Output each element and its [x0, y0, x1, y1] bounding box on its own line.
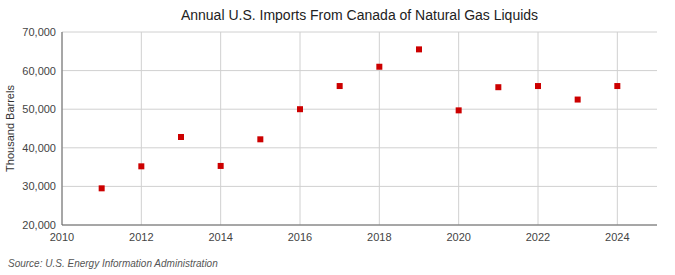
- grid-line-x: [220, 32, 221, 225]
- source-note: Source: U.S. Energy Information Administ…: [8, 258, 218, 269]
- point: [535, 83, 541, 89]
- point: [456, 107, 462, 113]
- x-tick-label: 2020: [446, 231, 470, 243]
- point: [297, 106, 303, 112]
- grid: [62, 32, 657, 225]
- grid-line-x: [141, 32, 142, 225]
- x-tick-label: 2024: [605, 231, 629, 243]
- x-tick-label: 2018: [367, 231, 391, 243]
- x-tick-label: 2014: [208, 231, 232, 243]
- title: Annual U.S. Imports From Canada of Natur…: [181, 7, 538, 23]
- x-axis-line: [62, 225, 657, 226]
- grid-line-x: [458, 32, 459, 225]
- y-tick-label: 70,000: [22, 26, 56, 38]
- x-tick-label: 2016: [288, 231, 312, 243]
- grid-line-y: [62, 32, 657, 33]
- point: [138, 163, 144, 169]
- y-tick-label: 30,000: [22, 180, 56, 192]
- y-axis-label: Thousand Barrels: [4, 85, 16, 172]
- grid-line-x: [617, 32, 618, 225]
- chart: 20,000 30,000 40,000 50,000 60,000 70,000 2010…: [0, 0, 675, 275]
- point: [416, 46, 422, 52]
- grid-line-x: [538, 32, 539, 225]
- x-tick-label: 2022: [526, 231, 550, 243]
- grid-line-x: [62, 32, 63, 225]
- grid-line-y: [62, 70, 657, 71]
- point: [575, 97, 581, 103]
- point: [99, 185, 105, 191]
- point: [337, 83, 343, 89]
- grid-line-y: [62, 147, 657, 148]
- point: [495, 84, 501, 90]
- grid-line-x: [379, 32, 380, 225]
- point: [257, 136, 263, 142]
- y-tick-label: 40,000: [22, 142, 56, 154]
- y-tick-label: 60,000: [22, 65, 56, 77]
- grid-line-y: [62, 225, 657, 226]
- y-tick-label: 50,000: [22, 103, 56, 115]
- grid-line-y: [62, 109, 657, 110]
- x-tick-label: 2010: [50, 231, 74, 243]
- point: [614, 83, 620, 89]
- grid-line-x: [300, 32, 301, 225]
- point: [376, 64, 382, 70]
- y-axis-line: [62, 32, 63, 225]
- x-tick-label: 2012: [129, 231, 153, 243]
- data-points: [99, 46, 621, 191]
- point: [178, 134, 184, 140]
- grid-line-y: [62, 186, 657, 187]
- y-tick-label: 20,000: [22, 219, 56, 231]
- axes: 20,000 30,000 40,000 50,000 60,000 70,000 2010…: [22, 26, 657, 243]
- point: [218, 163, 224, 169]
